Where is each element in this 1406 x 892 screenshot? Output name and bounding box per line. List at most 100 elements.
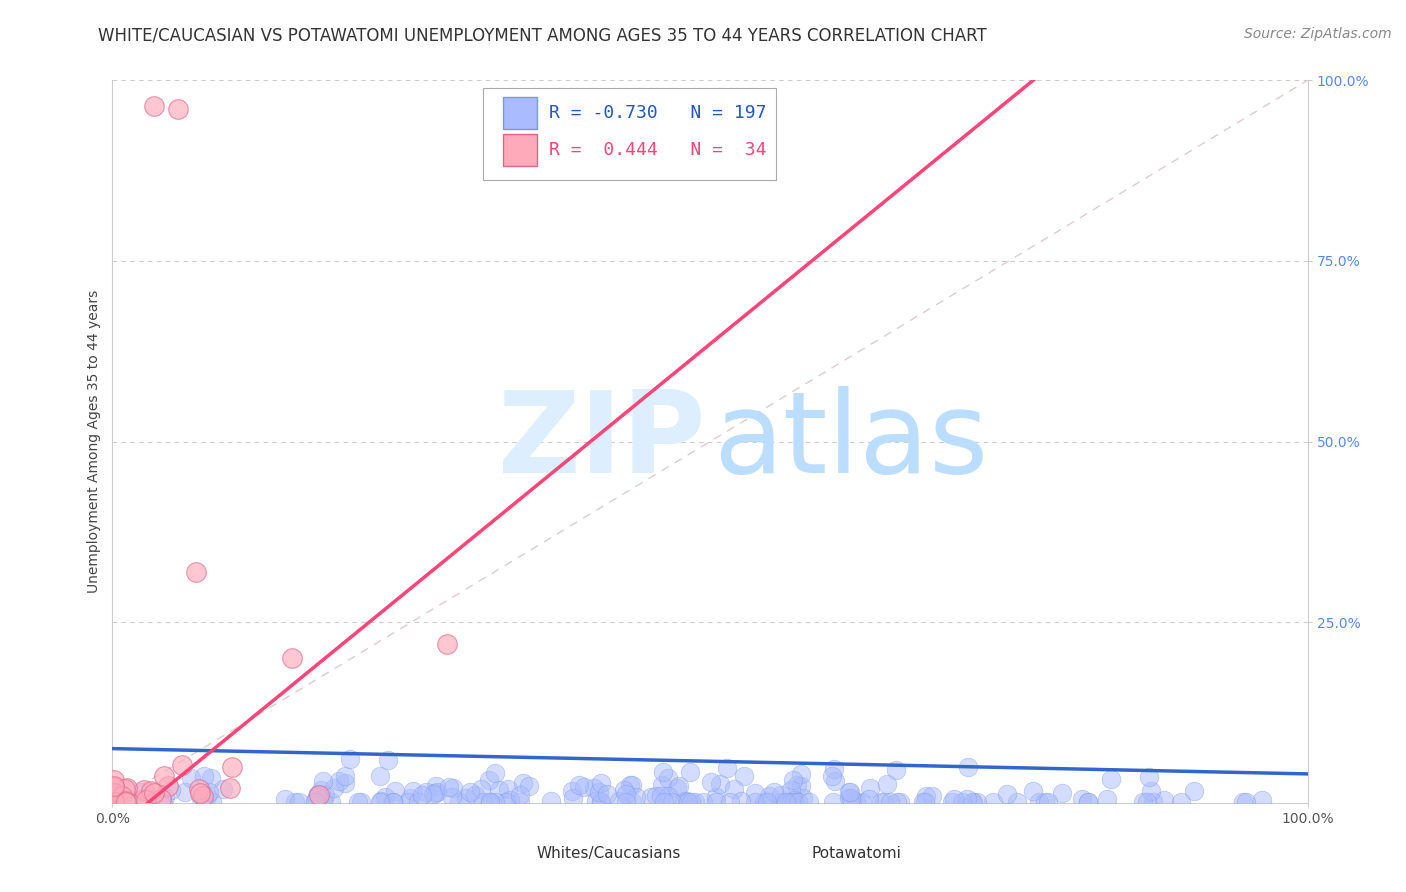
Point	[941, 795, 963, 809]
Point	[304, 794, 326, 808]
Point	[1099, 772, 1122, 786]
Point	[744, 795, 766, 809]
Point	[496, 782, 519, 797]
Point	[368, 769, 391, 783]
Bar	[501, 838, 527, 870]
Text: Whites/Caucasians: Whites/Caucasians	[537, 846, 681, 861]
Point	[509, 795, 531, 809]
Point	[787, 795, 810, 809]
Point	[512, 776, 534, 790]
Point	[567, 778, 589, 792]
Point	[426, 785, 449, 799]
Point	[652, 765, 675, 780]
Point	[382, 795, 405, 809]
Point	[308, 788, 330, 802]
Point	[186, 565, 208, 579]
Point	[103, 782, 125, 797]
FancyBboxPatch shape	[484, 87, 776, 180]
Point	[797, 795, 820, 809]
Point	[284, 795, 307, 809]
Point	[685, 795, 707, 809]
Point	[477, 772, 499, 787]
Point	[540, 794, 562, 808]
Point	[472, 795, 495, 809]
Point	[783, 793, 806, 807]
Point	[328, 773, 350, 788]
Point	[335, 769, 357, 783]
Point	[195, 789, 218, 804]
Point	[876, 776, 898, 790]
Point	[377, 752, 399, 766]
Point	[679, 764, 702, 779]
Point	[966, 795, 988, 809]
Point	[1140, 783, 1163, 797]
Point	[274, 792, 297, 806]
Point	[103, 779, 125, 793]
Point	[650, 789, 672, 803]
Point	[180, 771, 202, 785]
Point	[838, 785, 860, 799]
Point	[488, 783, 510, 797]
Point	[679, 795, 702, 809]
Point	[752, 795, 775, 809]
Point	[198, 785, 221, 799]
Point	[1139, 770, 1161, 784]
Point	[142, 786, 165, 800]
Point	[956, 792, 979, 806]
Point	[103, 795, 125, 809]
Point	[780, 795, 803, 809]
Point	[678, 795, 700, 809]
Point	[440, 790, 463, 805]
Point	[139, 784, 162, 798]
Point	[886, 795, 908, 809]
Point	[730, 795, 752, 809]
Point	[824, 773, 846, 788]
Point	[995, 787, 1018, 801]
Point	[160, 783, 183, 797]
Text: Potawatomi: Potawatomi	[811, 846, 901, 861]
Point	[562, 791, 585, 805]
Point	[304, 795, 326, 809]
Point	[411, 788, 433, 802]
Text: WHITE/CAUCASIAN VS POTAWATOMI UNEMPLOYMENT AMONG AGES 35 TO 44 YEARS CORRELATION: WHITE/CAUCASIAN VS POTAWATOMI UNEMPLOYME…	[98, 27, 987, 45]
Point	[167, 102, 190, 116]
Point	[589, 776, 612, 790]
Point	[672, 794, 695, 808]
Point	[823, 795, 845, 809]
Point	[582, 781, 605, 796]
Point	[484, 795, 506, 809]
Point	[115, 781, 138, 796]
Point	[1077, 795, 1099, 809]
Point	[786, 778, 808, 792]
Point	[218, 781, 240, 796]
Point	[879, 795, 901, 809]
Point	[779, 783, 801, 797]
Point	[103, 780, 125, 794]
Y-axis label: Unemployment Among Ages 35 to 44 years: Unemployment Among Ages 35 to 44 years	[87, 290, 101, 593]
Point	[312, 795, 335, 809]
Point	[1132, 795, 1154, 809]
Point	[132, 782, 155, 797]
Point	[190, 790, 212, 805]
Point	[769, 795, 792, 809]
Point	[408, 795, 430, 809]
Point	[441, 780, 464, 795]
Point	[921, 789, 943, 804]
Point	[464, 789, 486, 803]
Point	[706, 789, 728, 804]
Point	[709, 777, 731, 791]
Point	[561, 783, 583, 797]
Point	[572, 780, 595, 794]
Point	[437, 780, 460, 794]
Point	[873, 795, 896, 809]
Point	[200, 771, 222, 785]
Point	[744, 786, 766, 800]
Point	[517, 779, 540, 793]
Point	[956, 760, 979, 774]
Bar	[776, 838, 801, 870]
Point	[323, 780, 346, 795]
Point	[423, 786, 446, 800]
Point	[339, 752, 361, 766]
Point	[415, 785, 437, 799]
Point	[114, 794, 136, 808]
